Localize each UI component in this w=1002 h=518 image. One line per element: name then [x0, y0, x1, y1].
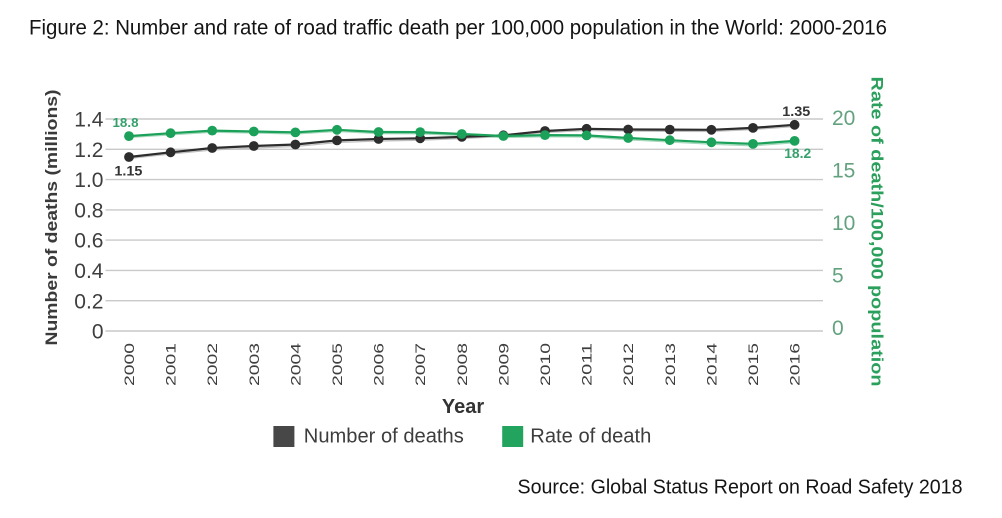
svg-text:2007: 2007 — [412, 343, 428, 386]
svg-text:0.2: 0.2 — [74, 290, 103, 313]
svg-text:2008: 2008 — [454, 343, 470, 386]
svg-text:2001: 2001 — [163, 343, 179, 386]
svg-text:2016: 2016 — [787, 343, 803, 386]
svg-text:Number of deaths (millions): Number of deaths (millions) — [42, 90, 61, 346]
svg-text:2005: 2005 — [329, 343, 345, 386]
svg-text:Rate of death/100,000 populati: Rate of death/100,000 population — [868, 77, 887, 387]
svg-text:0: 0 — [832, 317, 844, 340]
svg-text:Year: Year — [442, 396, 484, 418]
svg-text:2004: 2004 — [287, 343, 303, 386]
svg-text:Rate of death: Rate of death — [530, 426, 651, 448]
svg-text:2013: 2013 — [662, 343, 678, 386]
svg-text:2009: 2009 — [495, 343, 511, 386]
svg-text:1.2: 1.2 — [74, 139, 103, 162]
svg-text:2012: 2012 — [620, 343, 636, 386]
svg-text:15: 15 — [832, 160, 855, 183]
svg-text:2002: 2002 — [204, 343, 220, 386]
svg-text:Number of deaths: Number of deaths — [304, 426, 464, 448]
svg-text:10: 10 — [832, 212, 855, 235]
svg-text:1.0: 1.0 — [74, 169, 103, 192]
svg-text:2011: 2011 — [579, 343, 595, 386]
svg-text:2010: 2010 — [537, 343, 553, 386]
svg-text:2014: 2014 — [703, 343, 719, 386]
svg-text:5: 5 — [832, 265, 844, 288]
svg-text:Figure 2: Number and rate of r: Figure 2: Number and rate of road traffi… — [29, 17, 887, 40]
svg-text:0.4: 0.4 — [74, 260, 104, 283]
svg-text:18.2: 18.2 — [784, 145, 811, 161]
svg-text:1.35: 1.35 — [782, 103, 810, 119]
svg-text:2003: 2003 — [246, 343, 262, 386]
svg-text:2006: 2006 — [371, 343, 387, 386]
svg-text:0.8: 0.8 — [74, 199, 103, 222]
svg-text:20: 20 — [832, 107, 855, 130]
svg-text:Source: Global Status Report o: Source: Global Status Report on Road Saf… — [518, 477, 963, 499]
svg-text:1.4: 1.4 — [74, 109, 104, 132]
svg-text:18.8: 18.8 — [113, 115, 139, 130]
svg-text:0.6: 0.6 — [74, 230, 103, 253]
svg-text:2015: 2015 — [745, 343, 761, 386]
svg-text:2000: 2000 — [121, 343, 137, 386]
svg-text:1.15: 1.15 — [114, 162, 142, 178]
svg-text:0: 0 — [92, 321, 104, 344]
